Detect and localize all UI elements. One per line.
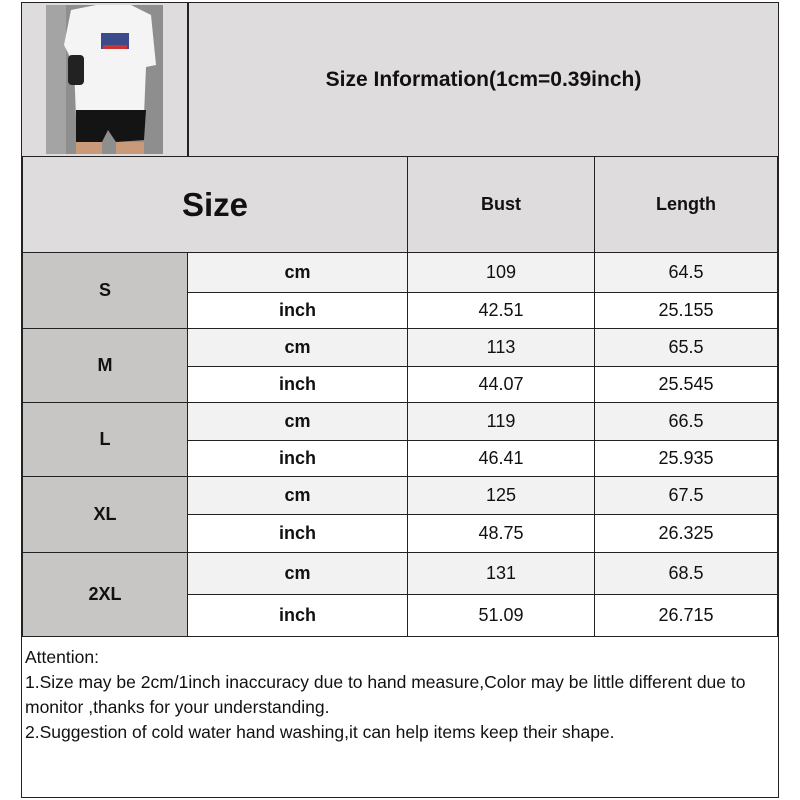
chart-title: Size Information(1cm=0.39inch) <box>189 3 778 156</box>
unit-label: cm <box>186 328 409 367</box>
bust-value: 48.75 <box>407 514 596 553</box>
unit-label: cm <box>186 476 409 515</box>
attention-heading: Attention: <box>25 647 99 667</box>
table-row: inch 48.75 26.325 <box>23 514 778 553</box>
size-chart: Size Information(1cm=0.39inch) Size Bust… <box>21 2 779 798</box>
length-value: 25.935 <box>594 440 778 477</box>
bust-value: 51.09 <box>407 594 596 637</box>
size-label: S <box>22 252 188 329</box>
table-row: inch 51.09 26.715 <box>23 594 778 637</box>
header-length: Length <box>594 156 778 253</box>
length-value: 25.155 <box>594 292 778 329</box>
product-photo <box>46 5 163 154</box>
size-label: XL <box>22 476 188 553</box>
length-value: 68.5 <box>594 552 778 595</box>
header-size: Size <box>21 156 409 253</box>
unit-label: cm <box>186 552 409 595</box>
bust-value: 113 <box>407 328 596 367</box>
table-row: XL cm 125 67.5 <box>22 476 778 553</box>
length-value: 67.5 <box>594 476 778 515</box>
bust-value: 109 <box>407 252 596 293</box>
length-value: 66.5 <box>594 402 778 441</box>
length-value: 64.5 <box>594 252 778 293</box>
header-bust: Bust <box>407 156 596 253</box>
unit-label: cm <box>186 252 409 293</box>
size-label: M <box>22 328 188 403</box>
chart-header: Size Information(1cm=0.39inch) <box>22 3 778 158</box>
table-row: inch 46.41 25.935 <box>23 440 778 477</box>
unit-label: inch <box>186 366 409 403</box>
unit-label: inch <box>186 440 409 477</box>
attention-line-1: 1.Size may be 2cm/1inch inaccuracy due t… <box>25 672 746 717</box>
bust-value: 125 <box>407 476 596 515</box>
size-label: 2XL <box>22 552 188 637</box>
unit-label: cm <box>186 402 409 441</box>
bust-value: 131 <box>407 552 596 595</box>
bust-value: 44.07 <box>407 366 596 403</box>
table-row: inch 44.07 25.545 <box>23 366 778 403</box>
bust-value: 42.51 <box>407 292 596 329</box>
length-value: 65.5 <box>594 328 778 367</box>
table-row: 2XL cm 131 68.5 <box>22 552 778 637</box>
product-photo-cell <box>22 3 189 156</box>
length-value: 26.715 <box>594 594 778 637</box>
size-label: L <box>22 402 188 477</box>
length-value: 25.545 <box>594 366 778 403</box>
bust-value: 46.41 <box>407 440 596 477</box>
length-value: 26.325 <box>594 514 778 553</box>
unit-label: inch <box>186 594 409 637</box>
unit-label: inch <box>186 514 409 553</box>
attention-note: Attention: 1.Size may be 2cm/1inch inacc… <box>22 641 778 749</box>
bust-value: 119 <box>407 402 596 441</box>
unit-label: inch <box>186 292 409 329</box>
attention-line-2: 2.Suggestion of cold water hand washing,… <box>25 722 615 742</box>
table-header-row: Size Bust Length <box>21 156 778 253</box>
